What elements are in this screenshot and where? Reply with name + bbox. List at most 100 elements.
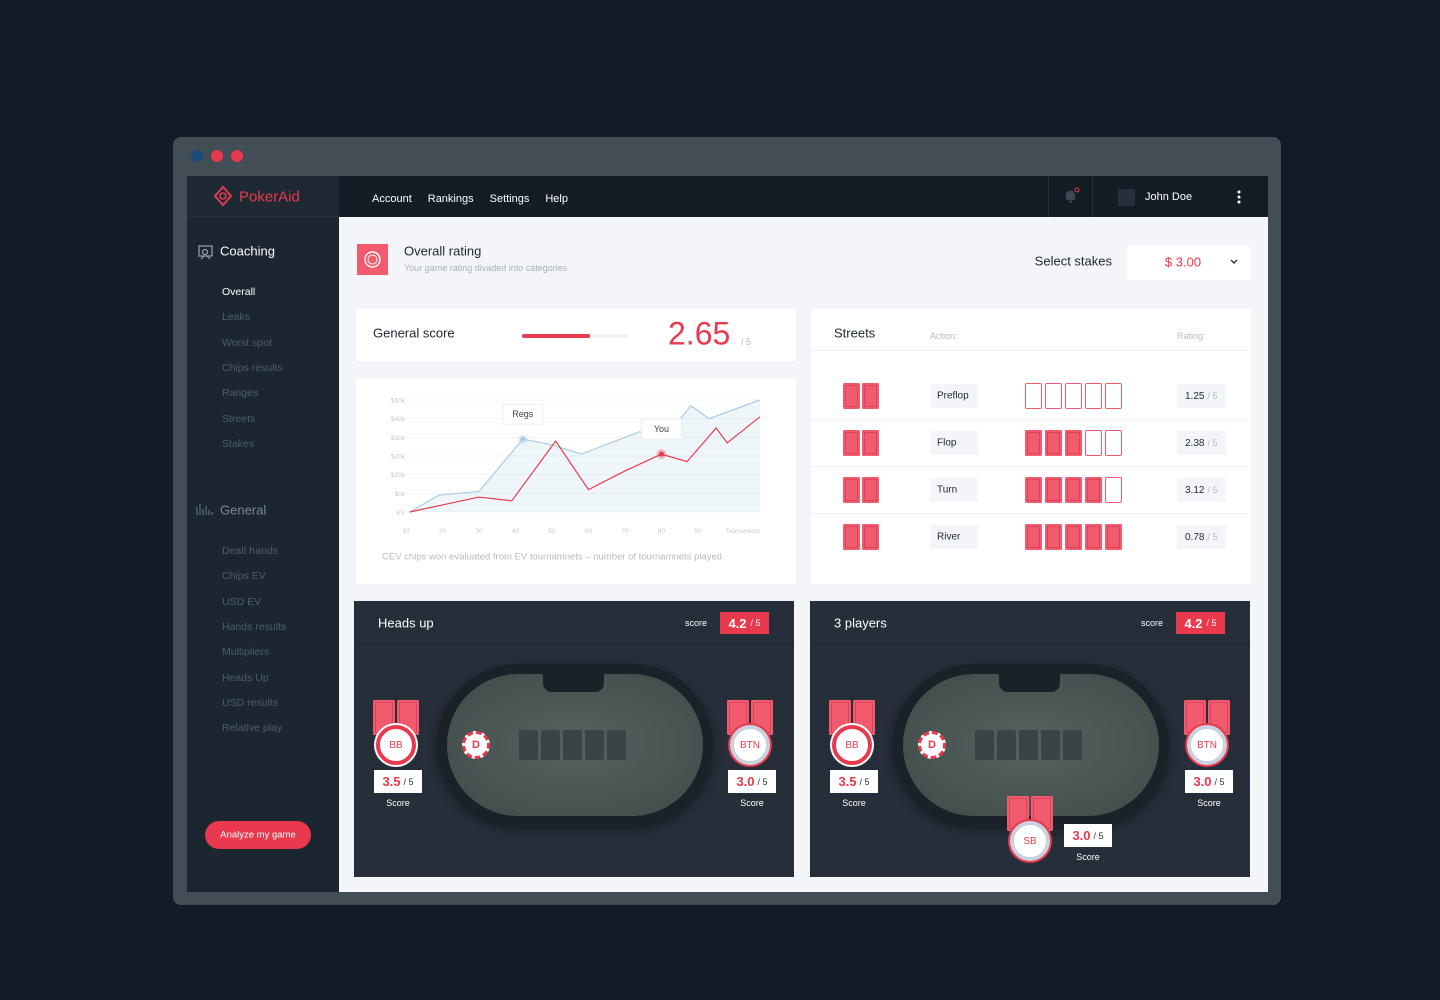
series-marker xyxy=(520,436,526,442)
community-slot xyxy=(1019,730,1038,760)
community-slot xyxy=(519,730,538,760)
sidebar-item[interactable]: Worst spot xyxy=(222,336,272,349)
x-tick-label: 80 xyxy=(658,528,666,535)
window-dot xyxy=(191,150,203,162)
table-notch xyxy=(999,664,1060,692)
seat-score: 3.0 xyxy=(1072,828,1091,843)
seat-score-out-of: / 5 xyxy=(1214,776,1225,787)
sidebar-item[interactable]: Heads Up xyxy=(222,671,269,684)
seat-score-out-of: / 5 xyxy=(403,776,414,787)
seat-chip: BB xyxy=(832,725,872,765)
seat-score-out-of: / 5 xyxy=(859,776,870,787)
header-icon xyxy=(357,244,388,275)
nav-item[interactable]: Account xyxy=(372,193,412,205)
stakes-dropdown[interactable] xyxy=(1127,246,1250,280)
sidebar-item[interactable]: USD EV xyxy=(222,595,262,608)
community-slot xyxy=(1041,730,1060,760)
seat-score-label: Score xyxy=(386,798,410,808)
streets-divider xyxy=(811,350,1251,351)
score-value: 2.65 xyxy=(668,315,731,352)
seat-position: SB xyxy=(1023,835,1037,847)
action-card xyxy=(1065,430,1082,456)
sidebar-item[interactable]: Multipliers xyxy=(222,646,270,659)
rating-value: 1.25 xyxy=(1185,390,1205,402)
seat-score-label: Score xyxy=(842,798,866,808)
y-tick-label: $40k xyxy=(391,416,406,423)
table-title: 3 players xyxy=(834,615,887,631)
sidebar-item[interactable]: Chips results xyxy=(222,361,283,374)
seat-score: 3.0 xyxy=(736,774,755,789)
action-card xyxy=(1085,383,1102,409)
sidebar-item[interactable]: Relative play xyxy=(222,722,283,735)
table-score-label: score xyxy=(1140,618,1163,628)
sidebar-item[interactable]: Stakes xyxy=(222,437,255,450)
seat-position: BB xyxy=(845,739,859,751)
community-slot xyxy=(563,730,582,760)
nav-item[interactable]: Rankings xyxy=(427,193,474,205)
row-divider xyxy=(811,419,1251,420)
hand-card xyxy=(862,524,879,550)
logo-bar xyxy=(187,176,339,217)
y-tick-label: $30k xyxy=(391,435,406,442)
action-card xyxy=(1085,430,1102,456)
hand-card xyxy=(862,383,879,409)
bell-icon[interactable] xyxy=(1062,187,1080,205)
seat-score-label: Score xyxy=(740,798,764,808)
general-icon xyxy=(196,504,213,515)
table-score-out-of: / 5 xyxy=(1206,618,1217,628)
window-dot xyxy=(211,150,223,162)
dealer-chip: D xyxy=(918,731,946,759)
sidebar-item[interactable]: Streets xyxy=(222,412,256,425)
seat-score-box: 3.0/ 5 xyxy=(728,770,776,793)
street-name: Flop xyxy=(937,437,957,449)
table-card-header-line xyxy=(354,643,794,644)
chart-card xyxy=(356,378,796,584)
nav-item[interactable]: Settings xyxy=(489,193,530,205)
sidebar-item[interactable]: Ranges xyxy=(222,387,259,400)
table-score-label: score xyxy=(684,618,707,628)
sidebar-item[interactable]: USD results xyxy=(222,696,279,709)
analyze-button[interactable]: Analyze my game xyxy=(205,821,311,849)
x-tick-label: 90 xyxy=(694,528,702,535)
chevron-icon xyxy=(1230,259,1238,264)
community-slot xyxy=(541,730,560,760)
community-slot xyxy=(585,730,604,760)
series-marker xyxy=(658,451,664,457)
series-line xyxy=(409,416,761,513)
score-label: General score xyxy=(373,325,455,341)
seat-score: 3.5 xyxy=(838,774,857,789)
street-name: Turn xyxy=(937,484,958,496)
street-name-box xyxy=(930,478,978,502)
y-tick-label: EV xyxy=(396,510,405,517)
y-tick-label: $20k xyxy=(391,454,406,461)
sidebar-item[interactable]: Leaks xyxy=(222,311,251,324)
street-name-box xyxy=(930,431,978,455)
sidebar-item[interactable]: Hands results xyxy=(222,620,287,633)
seat-score: 3.5 xyxy=(382,774,401,789)
sidebar-item[interactable]: Dealt hands xyxy=(222,545,279,557)
nav-item[interactable]: Help xyxy=(545,193,568,205)
stakes-value[interactable]: $ 3.00 xyxy=(1164,254,1202,270)
sidebar-item[interactable]: Overall xyxy=(222,286,256,298)
seat-score-out-of: / 5 xyxy=(1093,830,1104,841)
hand-card xyxy=(843,524,860,550)
row-divider xyxy=(811,466,1251,467)
action-card xyxy=(1045,383,1062,409)
y-tick-label: $50k xyxy=(391,398,406,405)
coaching-icon xyxy=(198,245,213,260)
dealer-label: D xyxy=(472,739,480,751)
window-dot xyxy=(231,150,243,162)
rating-out-of: / 5 xyxy=(1207,438,1218,448)
rating-box: 1.25/ 5 xyxy=(1177,384,1226,408)
sidebar-item[interactable]: Chips EV xyxy=(222,570,266,583)
streets-action-label: Action: xyxy=(930,331,958,341)
menu-icon[interactable] xyxy=(1235,189,1243,205)
x-tick-label: 40 xyxy=(512,528,520,535)
x-tick-label: 70 xyxy=(621,528,629,535)
action-card xyxy=(1085,524,1102,550)
action-card xyxy=(1065,477,1082,503)
user-name[interactable]: John Doe xyxy=(1145,191,1193,203)
community-slot xyxy=(975,730,994,760)
rating-value: 0.78 xyxy=(1185,531,1205,543)
